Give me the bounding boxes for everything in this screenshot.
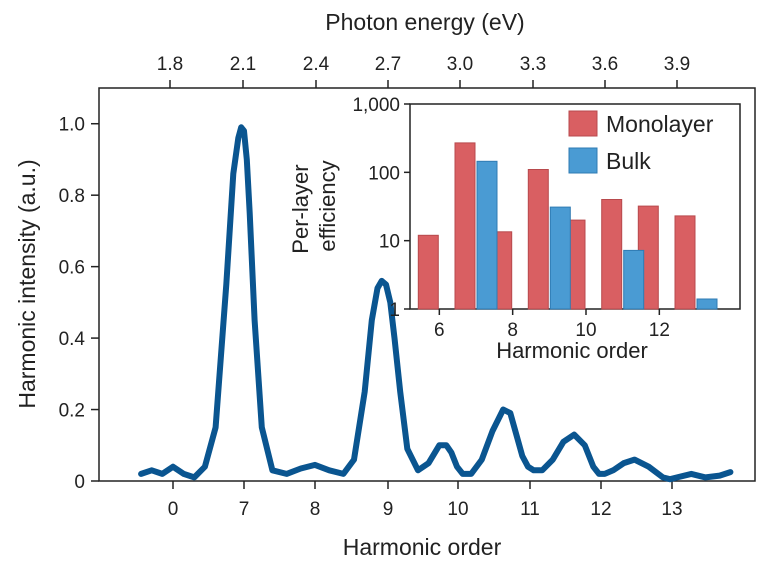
legend-swatch [568, 110, 598, 137]
x-tick-label: 0 [168, 499, 179, 520]
bulk-bar [549, 206, 571, 310]
y-tick-label: 0.8 [59, 186, 85, 207]
top-tick-label: 2.7 [375, 54, 401, 75]
legend-label: Bulk [606, 148, 651, 174]
top-tick-label: 3.3 [520, 54, 546, 75]
inset-y-axis-title: Per-layer efficiency [288, 158, 340, 253]
bulk-bar [623, 249, 645, 310]
main-top-axis-title: Photon energy (eV) [325, 9, 524, 35]
x-tick-label: 10 [447, 499, 468, 520]
monolayer-bar [527, 169, 549, 310]
monolayer-bar [454, 142, 476, 310]
y-tick-label: 0.6 [59, 258, 85, 279]
legend-swatch [568, 147, 598, 174]
bulk-bar [476, 160, 498, 310]
top-tick-label: 2.4 [303, 54, 330, 75]
top-tick-label: 2.1 [230, 54, 256, 75]
main-top-axis: 1.8 2.1 2.4 2.7 3.0 3.3 3.6 3.9 [157, 54, 690, 88]
main-plot-frame [98, 87, 756, 482]
top-tick-label: 3.6 [592, 54, 618, 75]
inset-x-tick-label: 6 [434, 320, 445, 341]
main-x-axis-title: Harmonic order [343, 534, 502, 560]
x-tick-label: 9 [383, 499, 394, 520]
monolayer-bar [674, 215, 696, 310]
inset-legend: Monolayer Bulk [568, 110, 714, 174]
inset-x-tick-label: 10 [575, 320, 596, 341]
inset-x-tick-label: 8 [507, 320, 518, 341]
bulk-bar [696, 298, 718, 310]
inset-chart: 6 8 10 12 1 10 100 1,000 Monolayer Bulk Harmoni… [288, 95, 741, 363]
top-tick-label: 3.9 [664, 54, 690, 75]
top-tick-label: 3.0 [447, 54, 473, 75]
y-tick-label: 0.4 [59, 329, 86, 350]
inset-y-tick-label: 10 [379, 232, 400, 253]
x-tick-label: 11 [520, 499, 540, 520]
inset-y-axis: 1 10 100 1,000 [352, 95, 410, 321]
harmonic-spectrum-line [138, 124, 734, 483]
monolayer-bar [601, 199, 623, 310]
x-tick-label: 12 [590, 499, 611, 520]
main-chart: 0 7 8 9 10 11 12 13 1.8 2.1 2.4 2.7 3.0 3.3 3.6 3.9 00… [14, 9, 756, 560]
legend-label: Monolayer [606, 111, 714, 137]
y-tick-label: 1.0 [59, 115, 85, 136]
inset-x-axis: 6 8 10 12 [434, 309, 670, 341]
inset-x-axis-title: Harmonic order [496, 338, 648, 363]
main-y-axis: 0 0.2 0.4 0.6 0.8 1.0 [59, 115, 99, 493]
y-tick-label: 0.2 [59, 401, 85, 422]
inset-x-tick-label: 12 [649, 320, 670, 341]
x-tick-label: 13 [661, 499, 682, 520]
y-tick-label: 0 [74, 472, 85, 493]
inset-y-tick-label: 100 [368, 163, 400, 184]
x-tick-label: 7 [239, 499, 250, 520]
inset-bars [417, 142, 718, 310]
main-y-axis-title: Harmonic intensity (a.u.) [14, 159, 40, 408]
monolayer-bar [417, 234, 439, 310]
inset-y-tick-label: 1 [389, 300, 400, 321]
top-tick-label: 1.8 [157, 54, 183, 75]
inset-y-tick-label: 1,000 [352, 95, 400, 116]
main-x-axis: 0 7 8 9 10 11 12 13 [168, 481, 683, 520]
inset-y-axis-title-line1: Per-layer [288, 164, 313, 253]
x-tick-label: 8 [310, 499, 321, 520]
inset-y-axis-title-line2: efficiency [315, 160, 340, 251]
